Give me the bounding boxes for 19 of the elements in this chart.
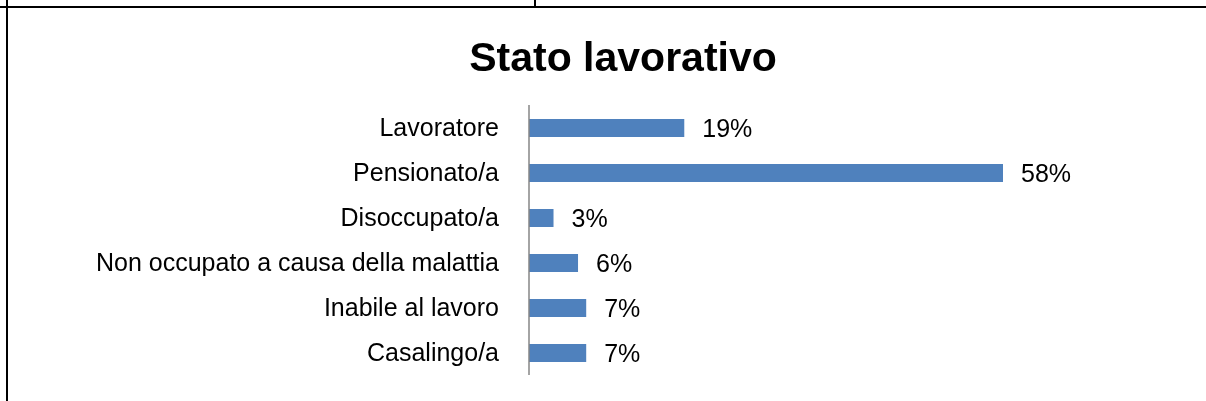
y-tick-label: Inabile al lavoro — [323, 293, 499, 322]
y-tick-label: Lavoratore — [379, 113, 499, 142]
y-tick-label: Pensionato/a — [353, 158, 500, 187]
data-label: 7% — [604, 293, 641, 322]
data-label: 58% — [1021, 158, 1072, 187]
data-label: 7% — [604, 338, 641, 367]
data-label: 19% — [702, 113, 753, 142]
bar — [529, 344, 587, 362]
y-tick-label: Disoccupato/a — [340, 203, 500, 232]
data-label: 3% — [571, 203, 608, 232]
bar — [529, 164, 1003, 182]
bar — [529, 209, 554, 227]
y-tick-label: Casalingo/a — [366, 338, 500, 367]
chart-title: Stato lavorativo — [468, 33, 778, 81]
y-tick-label: Non occupato a causa della malattia — [95, 248, 500, 277]
bar — [529, 119, 685, 137]
data-label: 6% — [596, 248, 633, 277]
bar — [529, 254, 579, 272]
bar — [529, 299, 587, 317]
